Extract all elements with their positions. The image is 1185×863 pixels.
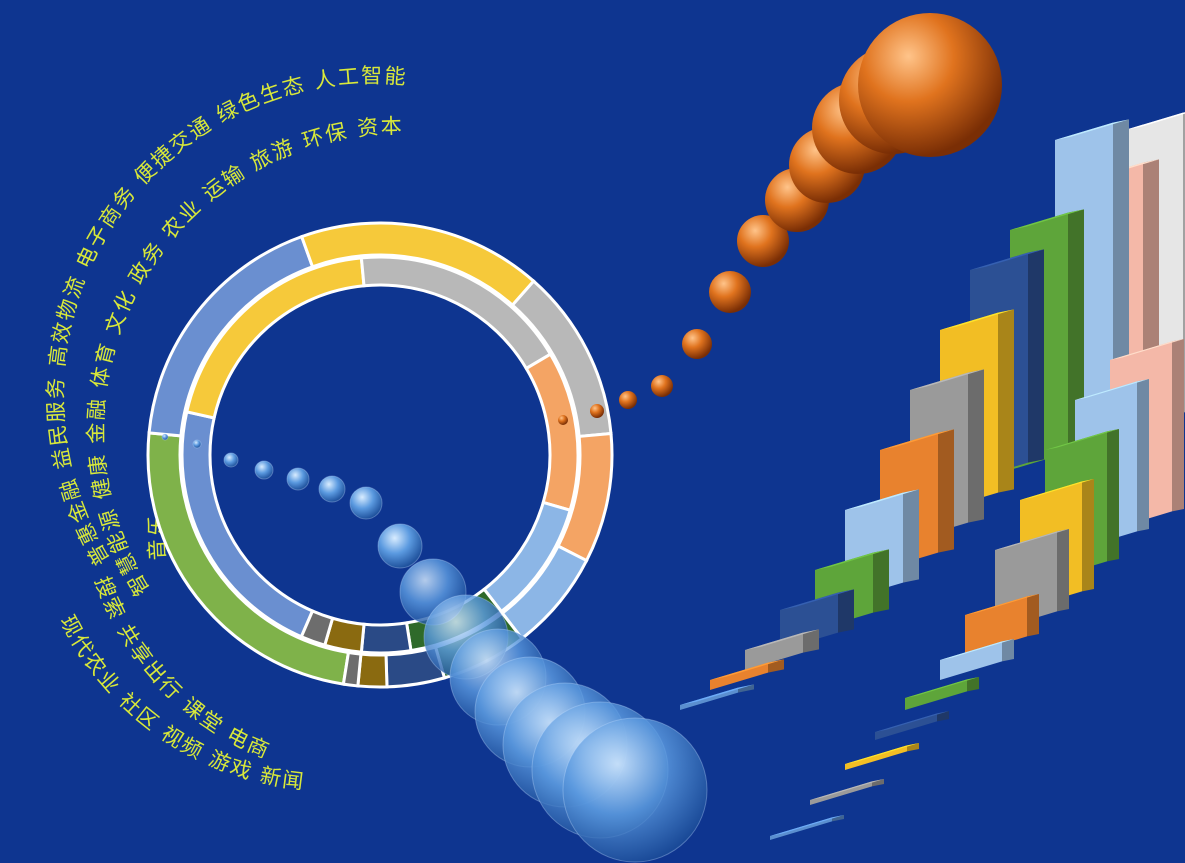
blue-sphere-trail (162, 434, 707, 862)
bar-side-face (1027, 594, 1039, 636)
bar-side-face (1002, 639, 1014, 661)
blue-sphere (378, 524, 422, 568)
bar-side-face (873, 549, 889, 612)
ring-inner-segment (361, 623, 411, 653)
bar-side-face (1057, 529, 1069, 611)
orange-sphere (558, 415, 568, 425)
ring-outer-segment (148, 433, 348, 684)
blue-sphere (287, 468, 309, 490)
bar-front-face (905, 679, 967, 710)
ring-outer-segment (358, 654, 387, 687)
orange-sphere (682, 329, 712, 359)
bar-3d (810, 779, 884, 805)
blue-sphere (255, 461, 273, 479)
bar-3d (875, 711, 949, 740)
bar-side-face (998, 309, 1014, 492)
orange-sphere (590, 404, 604, 418)
bar-side-face (832, 815, 844, 821)
bar-front-face (875, 713, 937, 740)
bar-3d (845, 743, 919, 770)
bar-side-face (1172, 339, 1184, 511)
bar-top-face (845, 743, 919, 764)
blue-sphere (319, 476, 345, 502)
double-ring-chart (148, 223, 612, 687)
orange-sphere-trail (558, 13, 1002, 425)
blue-sphere (193, 440, 201, 448)
blue-sphere (563, 718, 707, 862)
bar-side-face (968, 369, 984, 522)
bar-side-face (1028, 249, 1044, 462)
orange-sphere (651, 375, 673, 397)
bar-top-face (810, 779, 884, 800)
bar-3d (770, 815, 844, 840)
bar-3d (905, 677, 979, 710)
blue-sphere (224, 453, 238, 467)
bar-side-face (1082, 479, 1094, 591)
bar-3d (680, 684, 754, 710)
blue-sphere (162, 434, 168, 440)
bar-side-face (872, 779, 884, 786)
bar-side-face (1137, 379, 1149, 531)
orange-sphere (709, 271, 751, 313)
bar-top-face (770, 815, 844, 836)
bar-side-face (738, 684, 754, 692)
blue-sphere (350, 487, 382, 519)
bar-side-face (938, 429, 954, 552)
orange-sphere (619, 391, 637, 409)
bar-side-face (903, 489, 919, 582)
bar-side-face (1107, 429, 1119, 561)
orange-sphere (858, 13, 1002, 157)
bar-side-face (838, 589, 854, 632)
